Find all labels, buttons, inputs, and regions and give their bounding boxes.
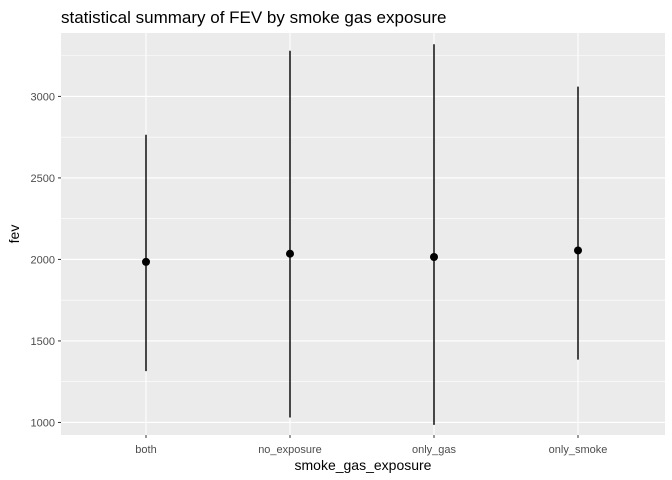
x-tick-label: only_smoke [549, 444, 608, 456]
chart-title: statistical summary of FEV by smoke gas … [61, 8, 446, 27]
x-tick-label: no_exposure [258, 444, 322, 456]
x-axis: both no_exposure only_gas only_smoke [135, 435, 607, 456]
plot-panel [61, 33, 665, 435]
y-axis-title: fev [6, 225, 22, 244]
x-tick-label: both [135, 444, 156, 456]
mean-point [574, 246, 582, 255]
grid-minor [61, 55, 665, 382]
x-axis-title: smoke_gas_exposure [295, 457, 432, 473]
y-tick-label: 1500 [31, 336, 55, 348]
y-tick-label: 1000 [31, 417, 55, 429]
x-tick-label: only_gas [412, 444, 457, 456]
mean-point [142, 257, 150, 266]
mean-point [286, 249, 294, 258]
y-tick-label: 3000 [31, 91, 55, 103]
y-tick-label: 2500 [31, 173, 55, 185]
data-marks [142, 44, 582, 425]
y-axis: 1000 1500 2000 2500 3000 [31, 91, 61, 429]
mean-point [430, 252, 438, 261]
y-tick-label: 2000 [31, 254, 55, 266]
